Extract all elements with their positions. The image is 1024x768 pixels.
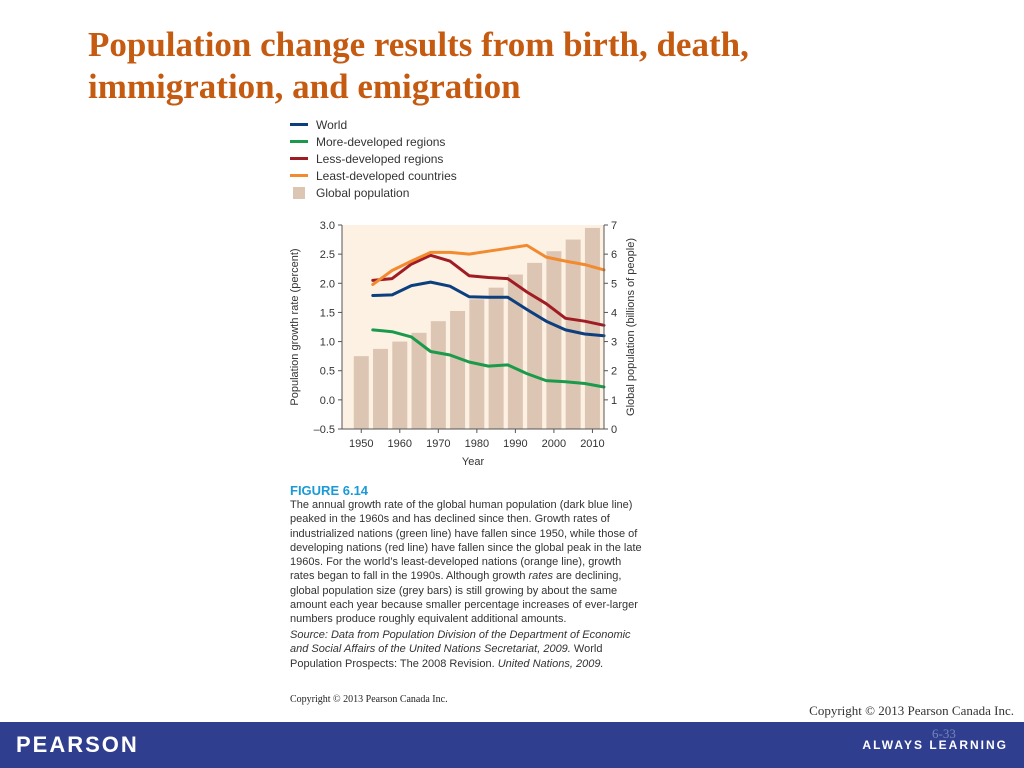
legend-swatch-least-developed [290,173,308,178]
x-tick-label: 1990 [503,438,527,450]
y-axis-title: Population growth rate (percent) [289,248,301,405]
population-bar-1965 [411,332,427,429]
y2-tick-label: 0 [611,424,617,436]
y-tick-label: 1.5 [320,307,335,319]
x-tick-label: 1950 [349,438,373,450]
y-tick-label: 2.0 [320,278,335,290]
figure-caption: The annual growth rate of the global hum… [290,498,645,627]
slide-copyright: Copyright © 2013 Pearson Canada Inc. [809,703,1014,718]
y-tick-label: 1.0 [320,337,335,349]
population-bar-1960 [392,341,408,429]
legend-label-global-population: Global population [316,185,410,200]
population-bar-1995 [527,262,543,429]
growth-rate-chart: 3.0 2.5 2.0 1.5 1.0 0.5 0.0 –0.5 7 6 5 4 3 2 1 0 1950 196… [289,220,637,468]
y2-tick-label: 4 [611,307,617,319]
population-bar-1990 [507,274,523,429]
x-tick-label: 1980 [465,438,489,450]
legend-label-less-developed: Less-developed regions [316,151,444,166]
slide-number: 6-33 [932,726,956,741]
y2-tick-label: 3 [611,337,617,349]
legend-item-more-developed: More-developed regions [290,133,570,150]
population-bar-1985 [488,287,504,429]
chart-legend: World More-developed regions Less-develo… [290,116,570,201]
x-tick-label: 2010 [580,438,604,450]
x-tick-label: 1960 [388,438,412,450]
figure-source: Source: Data from Population Division of… [290,628,645,671]
y2-tick-label: 1 [611,395,617,407]
population-bar-1950 [353,356,369,429]
population-bar-1955 [373,348,389,429]
legend-item-less-developed: Less-developed regions [290,150,570,167]
y-tick-label: 0.5 [320,366,335,378]
figure-label: FIGURE 6.14 [290,483,369,498]
chart-axes: 3.0 2.5 2.0 1.5 1.0 0.5 0.0 –0.5 7 6 5 4 3 2 1 0 1950 196… [314,220,618,450]
y-tick-label: 3.0 [320,220,335,232]
figure-copyright: Copyright © 2013 Pearson Canada Inc. [290,694,448,705]
source-text-italic: Source: Data from Population Division of… [290,629,631,656]
population-bar-2005 [565,239,581,429]
series-line-least-developed-countries [371,243,606,286]
y-tick-label: 2.5 [320,249,335,261]
legend-swatch-global-population [293,186,305,199]
y2-axis-title: Global population (billions of people) [625,238,637,416]
caption-text-start: The annual growth rate of the global hum… [290,499,642,583]
x-tick-label: 1970 [426,438,450,450]
population-bar-2010 [584,227,600,429]
footer-bar: PEARSON ALWAYS LEARNING [0,722,1024,768]
y2-tick-label: 2 [611,366,617,378]
x-tick-label: 2000 [542,438,566,450]
legend-swatch-less-developed [290,156,308,161]
population-bar-2000 [546,251,562,429]
population-bar-1970 [430,321,446,429]
y-tick-label: 0.0 [320,395,335,407]
legend-item-least-developed: Least-developed countries [290,167,570,184]
y2-tick-label: 7 [611,220,617,232]
series-line-world [371,280,606,338]
source-text-italic-2: United Nations, 2009. [494,657,604,670]
x-axis-title: Year [462,456,485,468]
caption-emphasis: rates [528,570,553,583]
legend-item-world: World [290,116,570,133]
population-bar-1975 [450,310,466,429]
slide-title: Population change results from birth, de… [88,25,749,106]
y2-tick-label: 5 [611,278,617,290]
series-line-less-developed-regions [371,253,606,327]
legend-label-least-developed: Least-developed countries [316,168,457,183]
legend-swatch-world [290,122,308,127]
y-tick-label: –0.5 [314,424,335,436]
legend-item-global-population: Global population [290,184,570,201]
always-learning-tagline: ALWAYS LEARNING [862,738,1008,752]
series-line-more-developed-regions [371,328,606,389]
growth-rate-lines [371,243,606,389]
legend-label-world: World [316,117,348,132]
caption-text-end: are declining, global population size (g… [290,570,638,626]
y2-tick-label: 6 [611,249,617,261]
pearson-logo: PEARSON [16,732,139,757]
legend-label-more-developed: More-developed regions [316,134,446,149]
legend-swatch-more-developed [290,139,308,144]
source-text-plain: World Population Prospects: The 2008 Rev… [290,643,603,670]
